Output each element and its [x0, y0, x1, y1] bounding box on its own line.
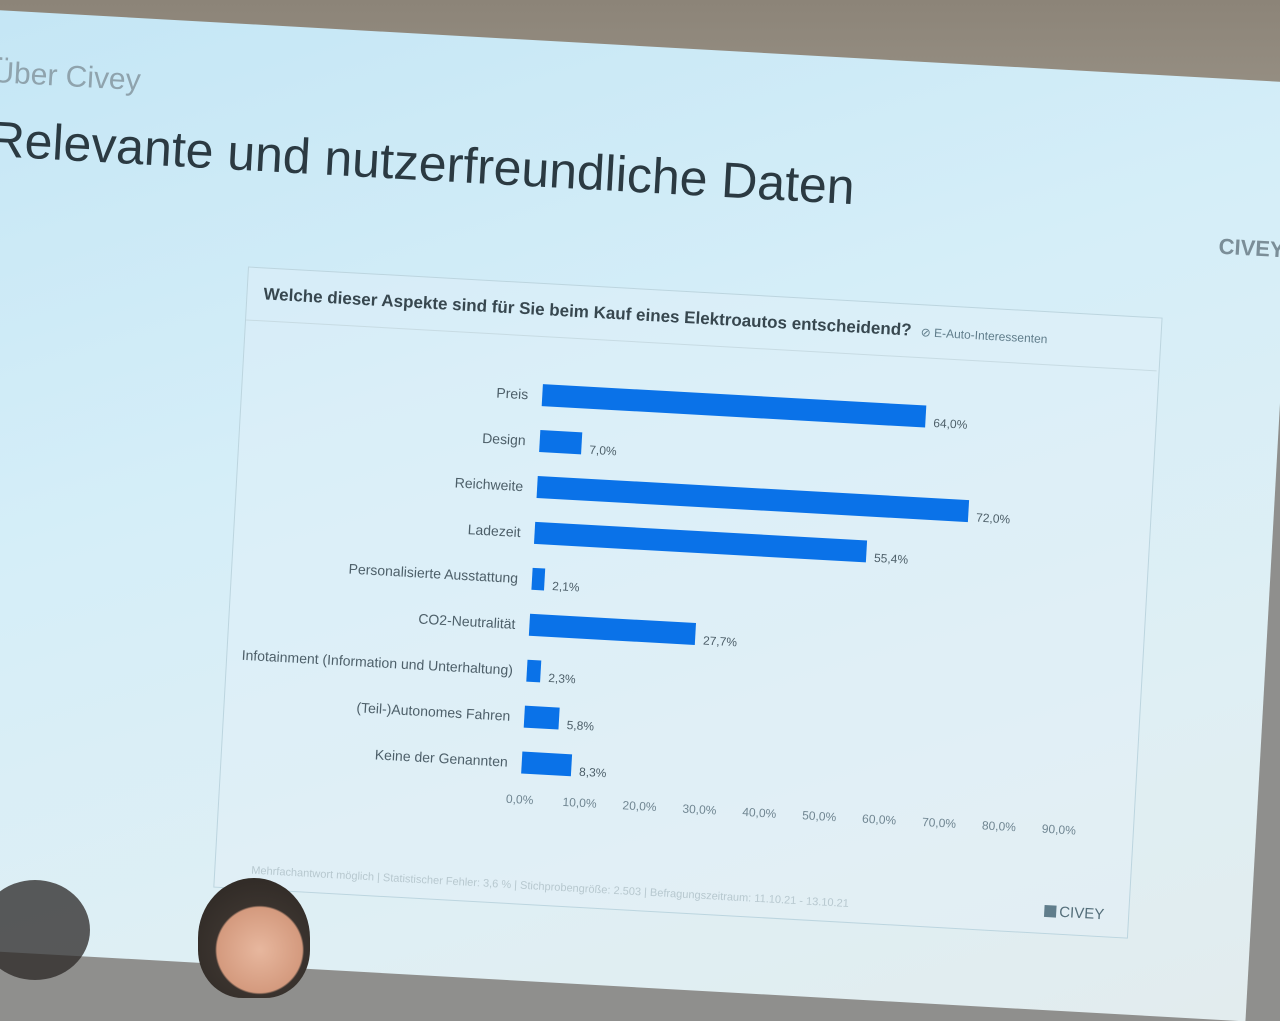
x-tick-label: 10,0% — [562, 795, 597, 811]
category-label: CO2-Neutralität — [418, 611, 516, 632]
bar[interactable] — [521, 751, 573, 777]
category-label: Infotainment (Information und Unterhaltu… — [241, 647, 513, 678]
bar[interactable] — [526, 659, 542, 683]
projection-screen: Über Civey Relevante und nutzerfreundlic… — [0, 8, 1280, 1021]
x-tick-label: 90,0% — [1041, 822, 1076, 838]
bar-chart: Preis 64,0% Design 7,0% Reichweite 72,0% Ladez… — [241, 384, 1077, 838]
bar[interactable] — [531, 567, 546, 591]
bar[interactable] — [533, 521, 868, 563]
value-label: 27,7% — [703, 633, 738, 649]
civey-icon — [1043, 904, 1057, 918]
x-tick-label: 80,0% — [982, 818, 1017, 834]
category-label: Ladezeit — [467, 521, 521, 540]
category-label: Reichweite — [454, 474, 523, 494]
value-label: 2,1% — [552, 579, 580, 595]
category-label: Personalisierte Ausstattung — [348, 561, 518, 586]
chart-card: Welche dieser Aspekte sind für Sie beim … — [213, 266, 1163, 939]
chart-brand-text: CIVEY — [1058, 903, 1105, 924]
value-label: 8,3% — [579, 765, 607, 781]
value-label: 55,4% — [874, 551, 909, 567]
x-tick-label: 40,0% — [742, 805, 777, 821]
x-tick-label: 50,0% — [802, 808, 837, 824]
bar[interactable] — [541, 384, 927, 428]
audience-label: E-Auto-Interessenten — [933, 325, 1048, 347]
value-label: 72,0% — [976, 511, 1011, 527]
category-label: Keine der Genannten — [374, 746, 508, 769]
x-tick-label: 0,0% — [506, 792, 534, 808]
slide-title: Relevante und nutzerfreundliche Daten — [0, 110, 857, 216]
slide-overline: Über Civey — [0, 55, 142, 98]
value-label: 64,0% — [933, 416, 968, 432]
brand-logo: CIVEY — [1217, 233, 1280, 263]
value-label: 5,8% — [566, 718, 594, 734]
chart-footnote: Mehrfachantwort möglich | Statistischer … — [250, 864, 850, 911]
x-tick-label: 70,0% — [922, 815, 957, 831]
category-label: Design — [482, 430, 526, 448]
x-tick-label: 60,0% — [862, 812, 897, 828]
chart-brand-logo: CIVEY — [1043, 903, 1105, 924]
bar[interactable] — [528, 613, 697, 646]
presenter-head — [198, 878, 310, 998]
bar[interactable] — [536, 475, 970, 523]
category-label: (Teil-)Autonomes Fahren — [356, 699, 511, 724]
chart-question-text: Welche dieser Aspekte sind für Sie beim … — [262, 284, 913, 340]
audience-tag: ⊘ E-Auto-Interessenten — [917, 324, 1048, 347]
bar[interactable] — [539, 430, 583, 455]
category-label: Preis — [496, 385, 529, 403]
bar[interactable] — [523, 705, 560, 730]
value-label: 2,3% — [548, 671, 576, 687]
value-label: 7,0% — [589, 443, 617, 459]
x-tick-label: 20,0% — [622, 798, 657, 814]
x-tick-label: 30,0% — [682, 802, 717, 818]
